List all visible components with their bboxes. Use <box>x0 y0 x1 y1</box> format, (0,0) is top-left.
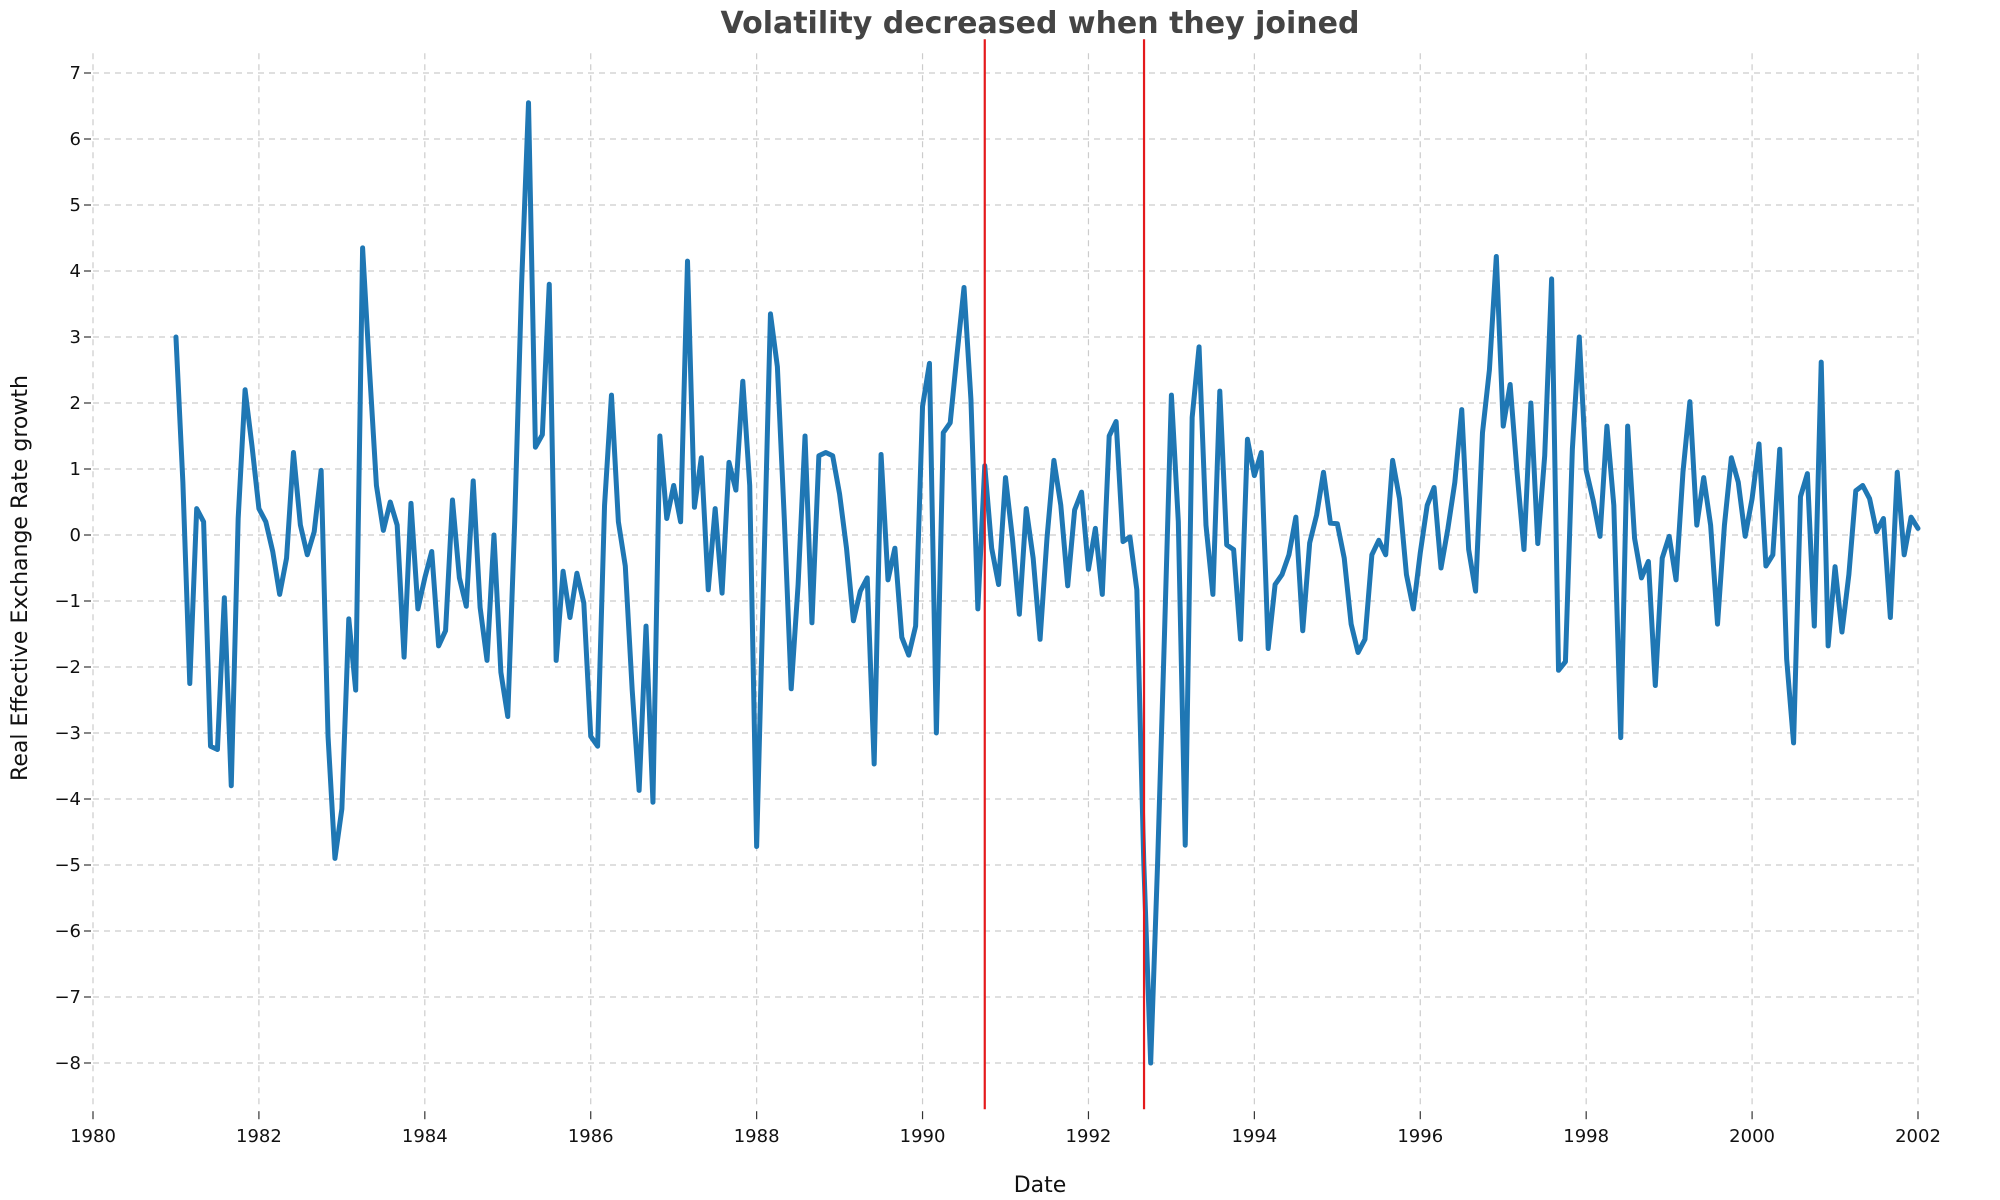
chart-title: Volatility decreased when they joined <box>721 6 1360 41</box>
y-tick-label: −6 <box>54 921 81 942</box>
x-tick-label: 1998 <box>1563 1126 1609 1147</box>
x-grid <box>92 53 1919 1110</box>
series-line <box>173 100 1921 1066</box>
y-tick-label: 4 <box>70 261 81 282</box>
x-tick-label: 2000 <box>1729 1126 1775 1147</box>
y-tick-label: −1 <box>54 591 81 612</box>
y-tick-label: 6 <box>70 129 81 150</box>
y-tick-label: −2 <box>54 657 81 678</box>
y-tick-label: 2 <box>70 393 81 414</box>
y-tick-label: −3 <box>54 723 81 744</box>
y-axis-label: Real Effective Exchange Rate growth <box>8 375 33 781</box>
x-tick-label: 2002 <box>1895 1126 1941 1147</box>
x-tick-label: 1980 <box>70 1126 116 1147</box>
y-tick-label: −4 <box>54 789 81 810</box>
y-tick-label: −5 <box>54 855 81 876</box>
x-tick-label: 1986 <box>568 1126 614 1147</box>
y-tick-label: 5 <box>70 195 81 216</box>
x-axis: 1980 1982 1984 1986 1988 1990 1992 1994 1996 1998… <box>70 1111 1941 1147</box>
x-tick-label: 1984 <box>402 1126 448 1147</box>
x-tick-label: 1990 <box>900 1126 946 1147</box>
y-tick-label: −8 <box>54 1053 81 1074</box>
y-tick-label: 7 <box>70 63 81 84</box>
event-markers <box>983 39 1146 1110</box>
x-axis-label: Date <box>1014 1173 1067 1198</box>
y-tick-label: 3 <box>70 327 81 348</box>
y-tick-label: 1 <box>70 459 81 480</box>
x-tick-label: 1996 <box>1397 1126 1443 1147</box>
x-tick-label: 1992 <box>1066 1126 1112 1147</box>
y-axis: 7 6 5 4 3 2 1 0 −1 −2 −3 −4 −5 −6 −7 −8 <box>54 63 91 1074</box>
y-tick-label: 0 <box>70 525 81 546</box>
x-tick-label: 1994 <box>1231 1126 1277 1147</box>
x-tick-label: 1988 <box>734 1126 780 1147</box>
y-tick-label: −7 <box>54 987 81 1008</box>
x-tick-label: 1982 <box>236 1126 282 1147</box>
